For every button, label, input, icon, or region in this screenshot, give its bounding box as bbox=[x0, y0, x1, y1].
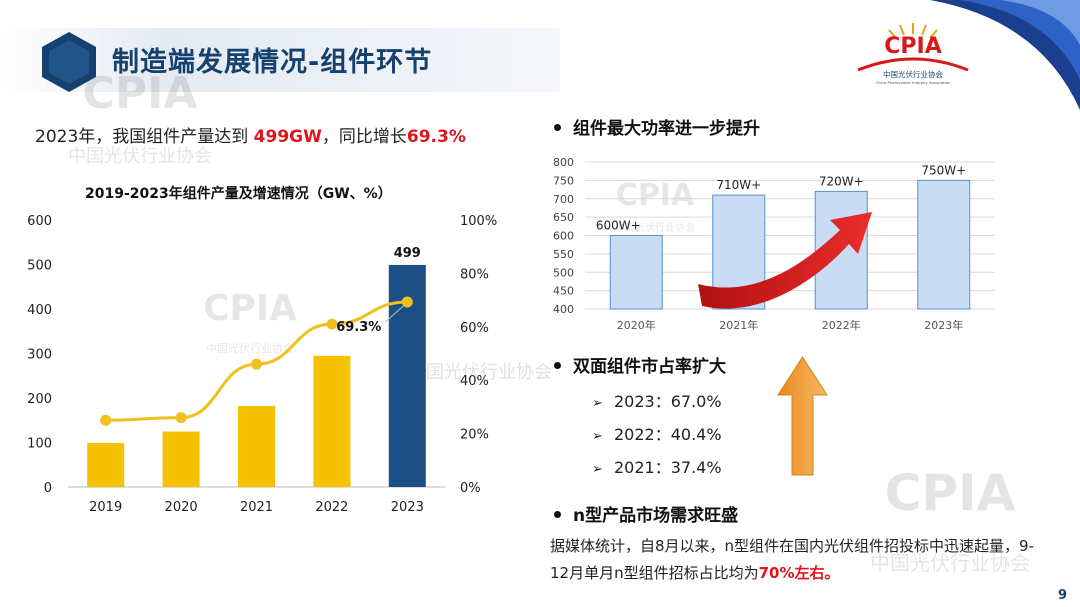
arrow-right-icon: ➢ bbox=[592, 462, 603, 477]
growth-point-2022 bbox=[326, 318, 338, 330]
bullet-dot bbox=[554, 123, 561, 131]
growth-value: 69.3% bbox=[406, 127, 466, 147]
y2-tick-label: 20% bbox=[460, 428, 489, 443]
max-power-chart: 400 450 500 550 600 650 700 750 800 600W+ 710W+ 720… bbox=[553, 156, 995, 332]
y2-tick-label: 80% bbox=[460, 267, 489, 282]
page-number: 9 bbox=[1058, 588, 1068, 603]
bullet-max-power: 组件最大功率进一步提升 bbox=[554, 114, 760, 139]
logo-org-name: 中国光伏行业协会 bbox=[883, 69, 943, 79]
x-tick-label: 2021年 bbox=[719, 318, 758, 332]
y2-tick-label: 60% bbox=[460, 321, 489, 336]
y-tick-label: 600 bbox=[553, 230, 574, 243]
growth-point-2021 bbox=[251, 358, 262, 370]
ntype-paragraph: 据媒体统计，自8月以来，n型组件在国内光伏组件招投标中迅速起量，9-12月单月n… bbox=[550, 537, 1035, 582]
corner-decoration bbox=[930, 0, 1080, 110]
page-title: 制造端发展情况-组件环节 bbox=[112, 47, 433, 78]
production-chart: 0 100 200 300 400 500 600 0% 20% 40% 60% 80% 100% 201… bbox=[27, 214, 497, 515]
bullet-bifacial-share: 双面组件市占率扩大 bbox=[554, 352, 726, 377]
bifacial-share-2021: ➢ 2021：37.4% bbox=[592, 458, 722, 477]
output-value: 499GW bbox=[253, 127, 322, 147]
bifacial-share-2023: ➢ 2023：67.0% bbox=[592, 392, 722, 411]
bullet-ntype-demand: n型产品市场需求旺盛 bbox=[554, 501, 738, 526]
growth-point-2019 bbox=[100, 414, 112, 426]
bar-2021 bbox=[238, 406, 275, 487]
bar-2020 bbox=[162, 431, 200, 487]
y-tick-label: 100 bbox=[27, 437, 52, 452]
power-data-label: 750W+ bbox=[921, 163, 966, 177]
x-tick-label: 2021 bbox=[240, 500, 273, 515]
y-tick-label: 650 bbox=[553, 211, 574, 224]
power-data-label: 600W+ bbox=[596, 219, 641, 233]
x-tick-label: 2019 bbox=[89, 500, 122, 515]
trend-arrow-icon bbox=[698, 212, 872, 309]
leader-line bbox=[384, 305, 404, 323]
bullet-dot bbox=[554, 361, 561, 369]
y-tick-label: 550 bbox=[553, 248, 574, 261]
y-tick-label: 800 bbox=[553, 156, 574, 169]
bar-2019 bbox=[87, 443, 125, 487]
cpia-logo: CPIA 中国光伏行业协会 China Photovoltaic Industr… bbox=[857, 23, 969, 85]
up-arrow-icon bbox=[777, 356, 828, 476]
lead-statement: 2023年，我国组件产量达到 499GW，同比增长69.3% bbox=[35, 127, 466, 147]
x-tick-label: 2022 bbox=[315, 500, 348, 515]
y-tick-label: 300 bbox=[27, 348, 52, 363]
power-data-label: 710W+ bbox=[716, 178, 761, 192]
x-tick-label: 2020年 bbox=[617, 318, 656, 332]
power-bar-2023年 bbox=[917, 179, 971, 310]
line-data-label: 69.3% bbox=[336, 320, 381, 335]
y-tick-label: 400 bbox=[553, 303, 574, 316]
svg-text:CPIA: CPIA bbox=[885, 464, 1016, 522]
y-tick-label: 450 bbox=[553, 285, 574, 298]
bifacial-share-2022: ➢ 2022：40.4% bbox=[592, 425, 722, 444]
y-tick-label: 500 bbox=[27, 259, 52, 274]
bullet-dot bbox=[554, 510, 561, 518]
x-tick-label: 2023 bbox=[391, 500, 424, 515]
y-tick-label: 200 bbox=[27, 392, 52, 407]
y-tick-label: 750 bbox=[553, 174, 574, 187]
svg-text:中国光伏行业协会: 中国光伏行业协会 bbox=[68, 146, 212, 167]
y2-tick-label: 40% bbox=[460, 374, 489, 389]
logo-org-name-en: China Photovoltaic Industry Association bbox=[875, 80, 951, 85]
x-tick-label: 2022年 bbox=[822, 318, 861, 332]
bar-2022 bbox=[313, 355, 351, 487]
x-tick-label: 2020 bbox=[165, 500, 198, 515]
y2-tick-label: 100% bbox=[460, 214, 497, 229]
growth-point-2020 bbox=[175, 412, 187, 424]
ntype-share-value: 70%左右。 bbox=[758, 564, 840, 582]
power-data-label: 720W+ bbox=[819, 174, 864, 188]
bar-data-label: 499 bbox=[394, 246, 421, 261]
y-tick-label: 0 bbox=[44, 481, 52, 496]
growth-point-2023 bbox=[401, 296, 413, 308]
chart-title: 2019-2023年组件产量及增速情况（GW、%） bbox=[85, 186, 392, 202]
hexagon-icon bbox=[42, 32, 96, 92]
power-bar-2020年 bbox=[609, 235, 663, 310]
y-tick-label: 400 bbox=[27, 303, 52, 318]
y-tick-label: 700 bbox=[553, 193, 574, 206]
y-tick-label: 600 bbox=[27, 214, 52, 229]
logo-mark: CPIA bbox=[884, 34, 941, 59]
x-tick-label: 2023年 bbox=[924, 318, 963, 332]
y-tick-label: 500 bbox=[553, 266, 574, 279]
arrow-right-icon: ➢ bbox=[592, 396, 603, 411]
arrow-right-icon: ➢ bbox=[592, 429, 603, 444]
y2-tick-label: 0% bbox=[460, 481, 481, 496]
